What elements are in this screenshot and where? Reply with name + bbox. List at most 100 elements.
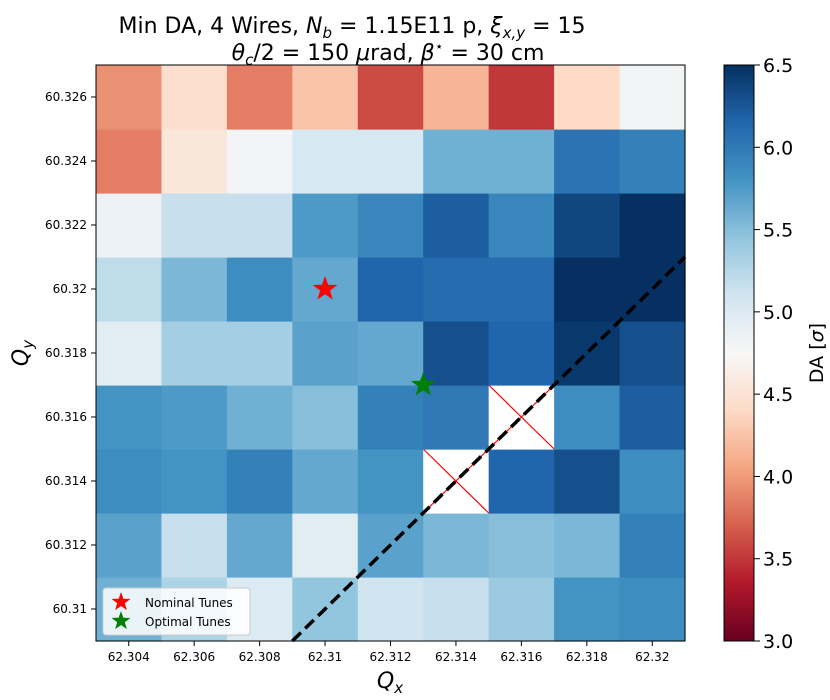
heatmap-cell [161,513,228,578]
y-tick-label: 60.314 [45,474,87,488]
heatmap-cell [423,513,490,578]
heatmap-cell [554,193,621,258]
y-tick-label: 60.32 [53,282,87,296]
heatmap-cell [423,257,490,322]
heatmap-cell [226,321,293,386]
heatmap-cell [619,65,686,130]
heatmap-cell [96,385,163,450]
colorbar-tick-label: 5.5 [763,220,793,242]
heatmap-cell [292,129,359,194]
heatmap-cell [488,129,555,194]
heatmap-cell [554,513,621,578]
heatmap-cell [161,129,228,194]
x-tick-label: 62.316 [500,650,542,664]
heatmap-cell [488,449,555,514]
y-tick-label: 60.322 [45,218,87,232]
heatmap-cell [423,321,490,386]
x-tick-label: 62.312 [370,650,412,664]
heatmap-cell [423,193,490,258]
y-tick-label: 60.316 [45,410,87,424]
legend-optimal-star-icon [111,611,131,630]
heatmap-cell [619,577,686,642]
x-tick-label: 62.318 [566,650,608,664]
heatmap-cell [96,321,163,386]
x-tick-label: 62.308 [239,650,281,664]
heatmap-cell [226,65,293,130]
overlays [291,255,687,643]
heatmap-cell [423,577,490,642]
y-tick-label: 60.324 [45,154,87,168]
heatmap-cell [161,65,228,130]
optimal-tunes-marker [410,372,436,396]
colorbar-label: DA [σ] [806,323,828,383]
heatmap-cell [226,385,293,450]
heatmap-cell [292,513,359,578]
heatmap-cell [292,193,359,258]
legend-box [102,587,251,636]
heatmap-cell [226,129,293,194]
heatmap-cell [619,321,686,386]
heatmap-cell [357,65,424,130]
heatmap-cell [96,193,163,258]
heatmap-cell [488,257,555,322]
colorbar-tick-label: 4.0 [763,466,793,488]
heatmap-cell [488,193,555,258]
resonance-line [291,255,687,643]
heatmap-cell [619,449,686,514]
heatmap-cell [554,577,621,642]
heatmap-cell [161,385,228,450]
heatmap-cell [423,65,490,130]
heatmap-cell [357,129,424,194]
y-tick-label: 60.318 [45,346,87,360]
legend-nominal-label: Nominal Tunes [145,596,233,610]
legend-star-red [111,592,131,611]
heatmap-cells [96,65,686,642]
heatmap-cell [226,513,293,578]
heatmap-cell [96,129,163,194]
colorbar-ticks: 3.0 3.5 4.0 4.5 5.0 5.5 6.0 6.5 [754,55,793,653]
heatmap-cell [96,449,163,514]
legend-optimal-label: Optimal Tunes [145,615,231,629]
heatmap-cell [161,449,228,514]
heatmap-cell [554,385,621,450]
heatmap-cell [292,321,359,386]
colorbar-tick-label: 6.5 [763,55,793,77]
x-axis-ticks: 62.304 62.306 62.308 62.31 62.312 62.314 62.31… [108,641,669,664]
heatmap-cell [619,129,686,194]
heatmap-cell [357,193,424,258]
colorbar-tick-label: 4.5 [763,384,793,406]
heatmap-cell [554,65,621,130]
chart-title-line2: θc/2 = 150 μrad, β⋆ = 30 cm [232,39,545,69]
heatmap-cell [554,257,621,322]
y-tick-label: 60.326 [45,90,87,104]
heatmap-cell [161,321,228,386]
heatmap-cell [292,385,359,450]
heatmap-cell [488,513,555,578]
x-tick-label: 62.31 [308,650,342,664]
heatmap-cell [357,577,424,642]
x-tick-label: 62.306 [173,650,215,664]
heatmap-cell [619,385,686,450]
heatmap-cell [619,513,686,578]
heatmap-cell [226,449,293,514]
heatmap-cell [96,257,163,322]
heatmap-cell [292,65,359,130]
heatmap-cell [423,129,490,194]
heatmap-cell [96,513,163,578]
colorbar-tick-label: 3.5 [763,549,793,571]
colorbar-tick-label: 6.0 [763,137,793,159]
y-axis-label: Qy [9,339,37,366]
heatmap-cell [357,449,424,514]
heatmap-cell [226,193,293,258]
legend: Nominal Tunes Optimal Tunes [102,587,251,636]
heatmap-cell [292,449,359,514]
heatmap-cell [161,193,228,258]
heatmap-cell [161,257,228,322]
heatmap-cell [619,193,686,258]
heatmap-cell [357,257,424,322]
x-tick-label: 62.32 [635,650,669,664]
chart-title-line1: Min DA, 4 Wires, Nb = 1.15E11 p, ξx,y = … [118,14,585,42]
x-tick-label: 62.304 [108,650,150,664]
colorbar-tick-label: 5.0 [763,302,793,324]
